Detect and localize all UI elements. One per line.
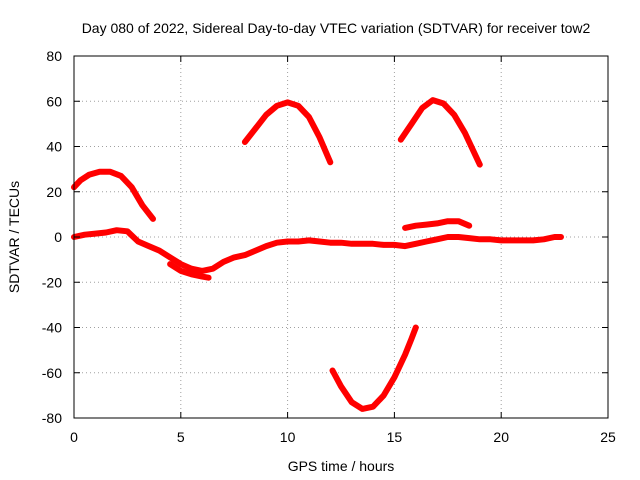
y-tick-label: 0	[54, 229, 62, 245]
x-tick-label: 5	[177, 429, 185, 445]
series-arc-3	[397, 97, 483, 168]
series-arc-1	[71, 168, 156, 222]
series-arc-5	[402, 218, 473, 231]
y-tick-label: 80	[46, 48, 62, 64]
axis-ticks: 0 5 10 15 20 25 -80 -60 -40 -20 0 20 40 60 80	[42, 48, 616, 445]
y-tick-label: -80	[42, 410, 62, 426]
y-tick-label: -20	[42, 274, 62, 290]
y-tick-label: -40	[42, 320, 62, 336]
y-tick-label: 20	[46, 184, 62, 200]
x-tick-label: 20	[493, 429, 509, 445]
x-tick-label: 15	[387, 429, 403, 445]
x-axis-label: GPS time / hours	[288, 458, 395, 474]
y-tick-label: 60	[46, 93, 62, 109]
series-arc-4	[329, 324, 419, 412]
x-tick-label: 25	[600, 429, 616, 445]
y-axis-label: SDTVAR / TECUs	[6, 181, 22, 293]
series-arc-6-lower	[167, 261, 212, 281]
x-tick-label: 10	[280, 429, 296, 445]
data-series	[71, 97, 564, 412]
y-tick-label: -60	[42, 365, 62, 381]
y-tick-label: 40	[46, 139, 62, 155]
grid	[74, 56, 608, 418]
chart-title: Day 080 of 2022, Sidereal Day-to-day VTE…	[82, 20, 591, 36]
series-arc-6	[71, 227, 564, 274]
x-tick-label: 0	[70, 429, 78, 445]
series-arc-2	[241, 99, 334, 166]
